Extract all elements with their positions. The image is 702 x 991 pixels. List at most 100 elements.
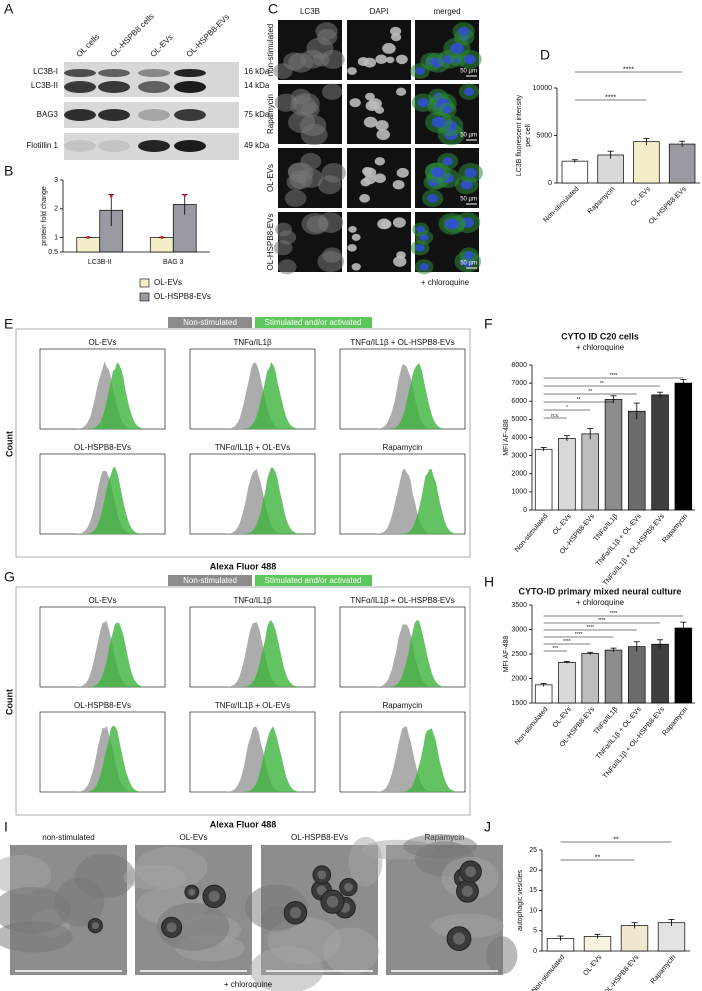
row-label: Rapamycin	[266, 94, 275, 134]
bar	[581, 433, 599, 511]
histogram-title: OL-EVs	[88, 338, 116, 347]
y-axis-label: Count	[4, 431, 14, 457]
panel-letter: E	[4, 316, 13, 332]
y-tick-label: 5000	[511, 416, 527, 423]
y-tick-label: 0	[533, 948, 537, 955]
sig-label: ****	[586, 625, 594, 631]
legend-label: Non-stimulated	[183, 576, 237, 585]
y-tick-label: 10	[529, 907, 537, 914]
data-point	[109, 194, 113, 198]
blot-band	[64, 69, 96, 77]
texture	[403, 834, 478, 859]
blot-band	[64, 81, 96, 93]
y-tick-label: 15	[529, 887, 537, 894]
y-axis-label: Count	[4, 689, 14, 715]
bar	[633, 141, 660, 184]
y-axis-label: autophagic vesicles	[517, 869, 524, 931]
y-tick-label: 4000	[511, 434, 527, 441]
legend-swatch	[255, 317, 372, 328]
scale-label: 50 µm	[460, 133, 477, 139]
legend-swatch	[168, 317, 252, 328]
nucleus	[375, 120, 389, 131]
nucleus	[393, 256, 407, 267]
nucleus	[363, 167, 377, 178]
y-tick-label: 2500	[511, 651, 527, 658]
nucleus	[351, 263, 361, 271]
blot-band	[174, 109, 206, 121]
cell	[321, 83, 343, 100]
x-tick-label: Non-stimulated	[514, 513, 550, 554]
x-tick-label: OL-EVs	[552, 706, 573, 730]
histogram	[340, 468, 465, 534]
panel-letter: G	[4, 569, 15, 585]
nucleus	[442, 157, 454, 166]
nucleus	[349, 98, 361, 108]
nucleus	[377, 218, 391, 230]
cell	[274, 93, 298, 112]
bar	[583, 936, 612, 952]
bar	[558, 661, 576, 704]
histogram-title: TNFα/IL1β + OL-EVs	[215, 701, 290, 710]
sig-label: ****	[610, 611, 618, 617]
data-point	[160, 235, 164, 239]
sig-label: **	[600, 381, 604, 387]
x-tick-label: TNFα/IL1β + OL-EVs	[595, 706, 643, 761]
sig-label: ****	[623, 66, 634, 73]
blot-band	[98, 109, 130, 121]
vesicle-core	[208, 890, 220, 902]
y-tick-label: 20	[529, 867, 537, 874]
nucleus	[427, 194, 438, 203]
cell	[288, 111, 316, 134]
panel-letter: I	[4, 819, 8, 835]
vesicle-core	[462, 885, 473, 897]
image-title: non-stimulated	[42, 833, 94, 842]
nucleus	[392, 217, 406, 228]
bar	[651, 643, 669, 704]
y-tick-label: 10000	[533, 85, 553, 92]
y-tick-label: 0	[523, 507, 527, 514]
blot-band	[64, 109, 96, 121]
blot-band	[174, 69, 206, 77]
nucleus	[442, 106, 453, 114]
vesicle-core	[317, 870, 327, 880]
nucleus	[458, 26, 470, 36]
histogram-title: OL-EVs	[88, 596, 116, 605]
nucleus	[445, 218, 459, 230]
note: + chloroquine	[421, 278, 470, 287]
panel-letter: C	[268, 1, 278, 17]
nucleus	[386, 56, 395, 64]
histogram	[190, 468, 315, 534]
nucleus	[347, 67, 357, 75]
sig-label: *	[566, 405, 568, 411]
bar	[604, 649, 623, 704]
bar	[534, 684, 553, 704]
y-tick-label: 1	[54, 234, 58, 241]
y-tick-label: 1500	[511, 700, 527, 707]
x-tick-label: OL-EVs	[630, 185, 653, 208]
nucleus	[396, 251, 406, 259]
chart-title: CYTO ID C20 cells	[561, 331, 639, 341]
y-tick-label: 3000	[511, 452, 527, 459]
vesicle-core	[465, 866, 476, 877]
x-tick-label: BAG 3	[163, 259, 184, 266]
vesicle-core	[453, 932, 465, 945]
histogram	[340, 468, 465, 534]
cell	[284, 189, 307, 207]
blot-band	[138, 69, 170, 77]
lane-label: OL-EVs	[149, 33, 175, 59]
legend-swatch	[168, 575, 252, 586]
vesicle-core	[344, 882, 353, 892]
legend-label: OL-EVs	[154, 278, 182, 287]
histogram-title: OL-HSPB8-EVs	[74, 443, 131, 452]
nucleus	[347, 244, 357, 252]
y-axis-label: MFI AF-488	[503, 636, 510, 673]
bar	[651, 394, 669, 511]
histogram	[190, 467, 315, 534]
nucleus	[417, 98, 429, 108]
x-tick-label: Rapamycin	[650, 954, 678, 985]
blot-band	[138, 109, 170, 121]
nucleus	[351, 233, 361, 241]
sig-label: **	[588, 389, 592, 395]
histogram-title: Rapamycin	[382, 443, 422, 452]
blot-band	[138, 140, 170, 152]
